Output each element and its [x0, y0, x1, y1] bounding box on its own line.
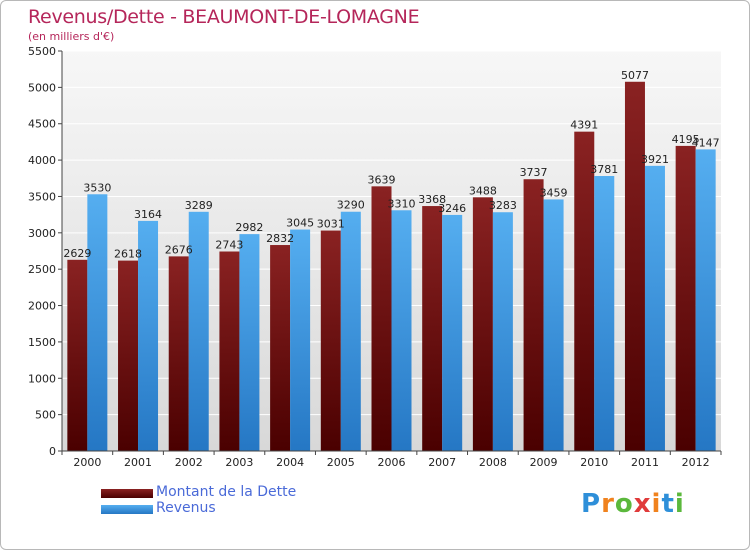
y-tick-label: 3000	[28, 227, 56, 240]
bar-debt-2000	[67, 259, 88, 451]
data-label-debt-2011: 5077	[621, 69, 649, 82]
data-label-revenue-2011: 3921	[641, 153, 669, 166]
x-tick-label: 2002	[175, 456, 203, 469]
x-tick-label: 2007	[428, 456, 456, 469]
x-tick-label: 2004	[276, 456, 304, 469]
data-label-debt-2012: 4195	[672, 133, 700, 146]
y-tick-label: 1500	[28, 336, 56, 349]
legend-label-revenus: Revenus	[156, 500, 216, 516]
y-tick-label: 1000	[28, 372, 56, 385]
data-label-debt-2003: 2743	[215, 239, 243, 252]
bar-debt-2006	[371, 186, 392, 451]
bar-revenue-2003	[239, 234, 260, 451]
data-label-debt-2009: 3737	[520, 166, 548, 179]
data-label-revenue-2009: 3459	[540, 186, 568, 199]
bar-revenue-2011	[644, 165, 665, 451]
data-label-debt-2005: 3031	[317, 218, 345, 231]
data-label-revenue-2002: 3289	[185, 199, 213, 212]
logo-letter: i	[651, 489, 662, 519]
y-tick-label: 5500	[28, 45, 56, 58]
bar-debt-2004	[270, 245, 291, 451]
x-tick-label: 2012	[682, 456, 710, 469]
chart-title: Revenus/Dette - BEAUMONT-DE-LOMAGNE	[28, 6, 420, 28]
bar-revenue-2008	[492, 212, 513, 451]
data-label-debt-2004: 2832	[266, 232, 294, 245]
data-label-revenue-2003: 2982	[235, 221, 263, 234]
data-label-debt-2008: 3488	[469, 184, 497, 197]
bar-revenue-2004	[290, 229, 311, 451]
axis-layer: 0 500 1000 1500 2000 2500 3000 3500 4000 4500 5000…	[28, 45, 722, 469]
data-label-revenue-2006: 3310	[388, 197, 416, 210]
y-tick-label: 3500	[28, 190, 56, 203]
data-label-debt-2002: 2676	[165, 243, 193, 256]
x-tick-label: 2003	[225, 456, 253, 469]
bar-debt-2002	[168, 256, 189, 451]
data-label-debt-2010: 4391	[570, 119, 598, 132]
bar-debt-2011	[624, 81, 645, 451]
bar-revenue-2001	[138, 220, 159, 451]
bar-revenue-2007	[442, 214, 463, 451]
y-tick-label: 4000	[28, 154, 56, 167]
y-tick-label: 5000	[28, 81, 56, 94]
bar-debt-2009	[523, 179, 544, 451]
x-tick-label: 2000	[73, 456, 101, 469]
y-tick-label: 2000	[28, 300, 56, 313]
bar-debt-2012	[675, 145, 696, 451]
y-tick-label: 500	[35, 409, 56, 422]
y-tick-label: 4500	[28, 118, 56, 131]
x-tick-label: 2006	[378, 456, 406, 469]
bar-debt-2008	[472, 197, 493, 451]
chart-unit-label: (en milliers d'€)	[28, 30, 115, 43]
data-label-revenue-2010: 3781	[590, 163, 618, 176]
y-tick-label: 0	[49, 445, 56, 458]
data-label-debt-2007: 3368	[418, 193, 446, 206]
bar-debt-2010	[574, 131, 595, 451]
data-label-debt-2001: 2618	[114, 248, 142, 261]
bar-revenue-2000	[87, 194, 108, 452]
legend-label-dette: Montant de la Dette	[156, 484, 297, 500]
bars-layer	[67, 81, 716, 452]
logo-letter: o	[614, 489, 634, 519]
logo-letter: x	[633, 489, 652, 519]
bar-revenue-2002	[188, 211, 209, 451]
legend-swatch-revenus	[101, 505, 153, 514]
x-tick-label: 2010	[580, 456, 608, 469]
bar-debt-2003	[219, 251, 240, 451]
data-label-revenue-2000: 3530	[83, 181, 111, 194]
bar-debt-2005	[320, 230, 341, 451]
data-label-debt-2000: 2629	[63, 247, 91, 260]
legend-swatch-dette	[101, 489, 153, 498]
data-label-debt-2006: 3639	[368, 173, 396, 186]
data-label-revenue-2012: 4147	[692, 136, 720, 149]
data-label-revenue-2007: 3246	[438, 202, 466, 215]
bar-revenue-2012	[695, 149, 716, 451]
bar-debt-2007	[422, 206, 443, 451]
x-tick-label: 2009	[530, 456, 558, 469]
bar-debt-2001	[118, 260, 139, 451]
logo-letter: t	[661, 489, 675, 519]
logo-letter: i	[674, 489, 685, 519]
data-label-revenue-2005: 3290	[337, 199, 365, 212]
proxiti-logo: Proxiti	[581, 489, 685, 519]
x-tick-label: 2011	[631, 456, 659, 469]
x-tick-label: 2001	[124, 456, 152, 469]
x-tick-label: 2005	[327, 456, 355, 469]
y-tick-label: 2500	[28, 263, 56, 276]
data-label-revenue-2001: 3164	[134, 208, 162, 221]
bar-revenue-2010	[594, 176, 615, 451]
bar-revenue-2005	[340, 211, 361, 451]
bar-revenue-2009	[543, 199, 564, 451]
bar-revenue-2006	[391, 210, 412, 451]
data-label-revenue-2004: 3045	[286, 217, 314, 230]
x-tick-label: 2008	[479, 456, 507, 469]
logo-letter: r	[601, 489, 615, 519]
logo-letter: P	[581, 489, 602, 519]
data-label-revenue-2008: 3283	[489, 199, 517, 212]
